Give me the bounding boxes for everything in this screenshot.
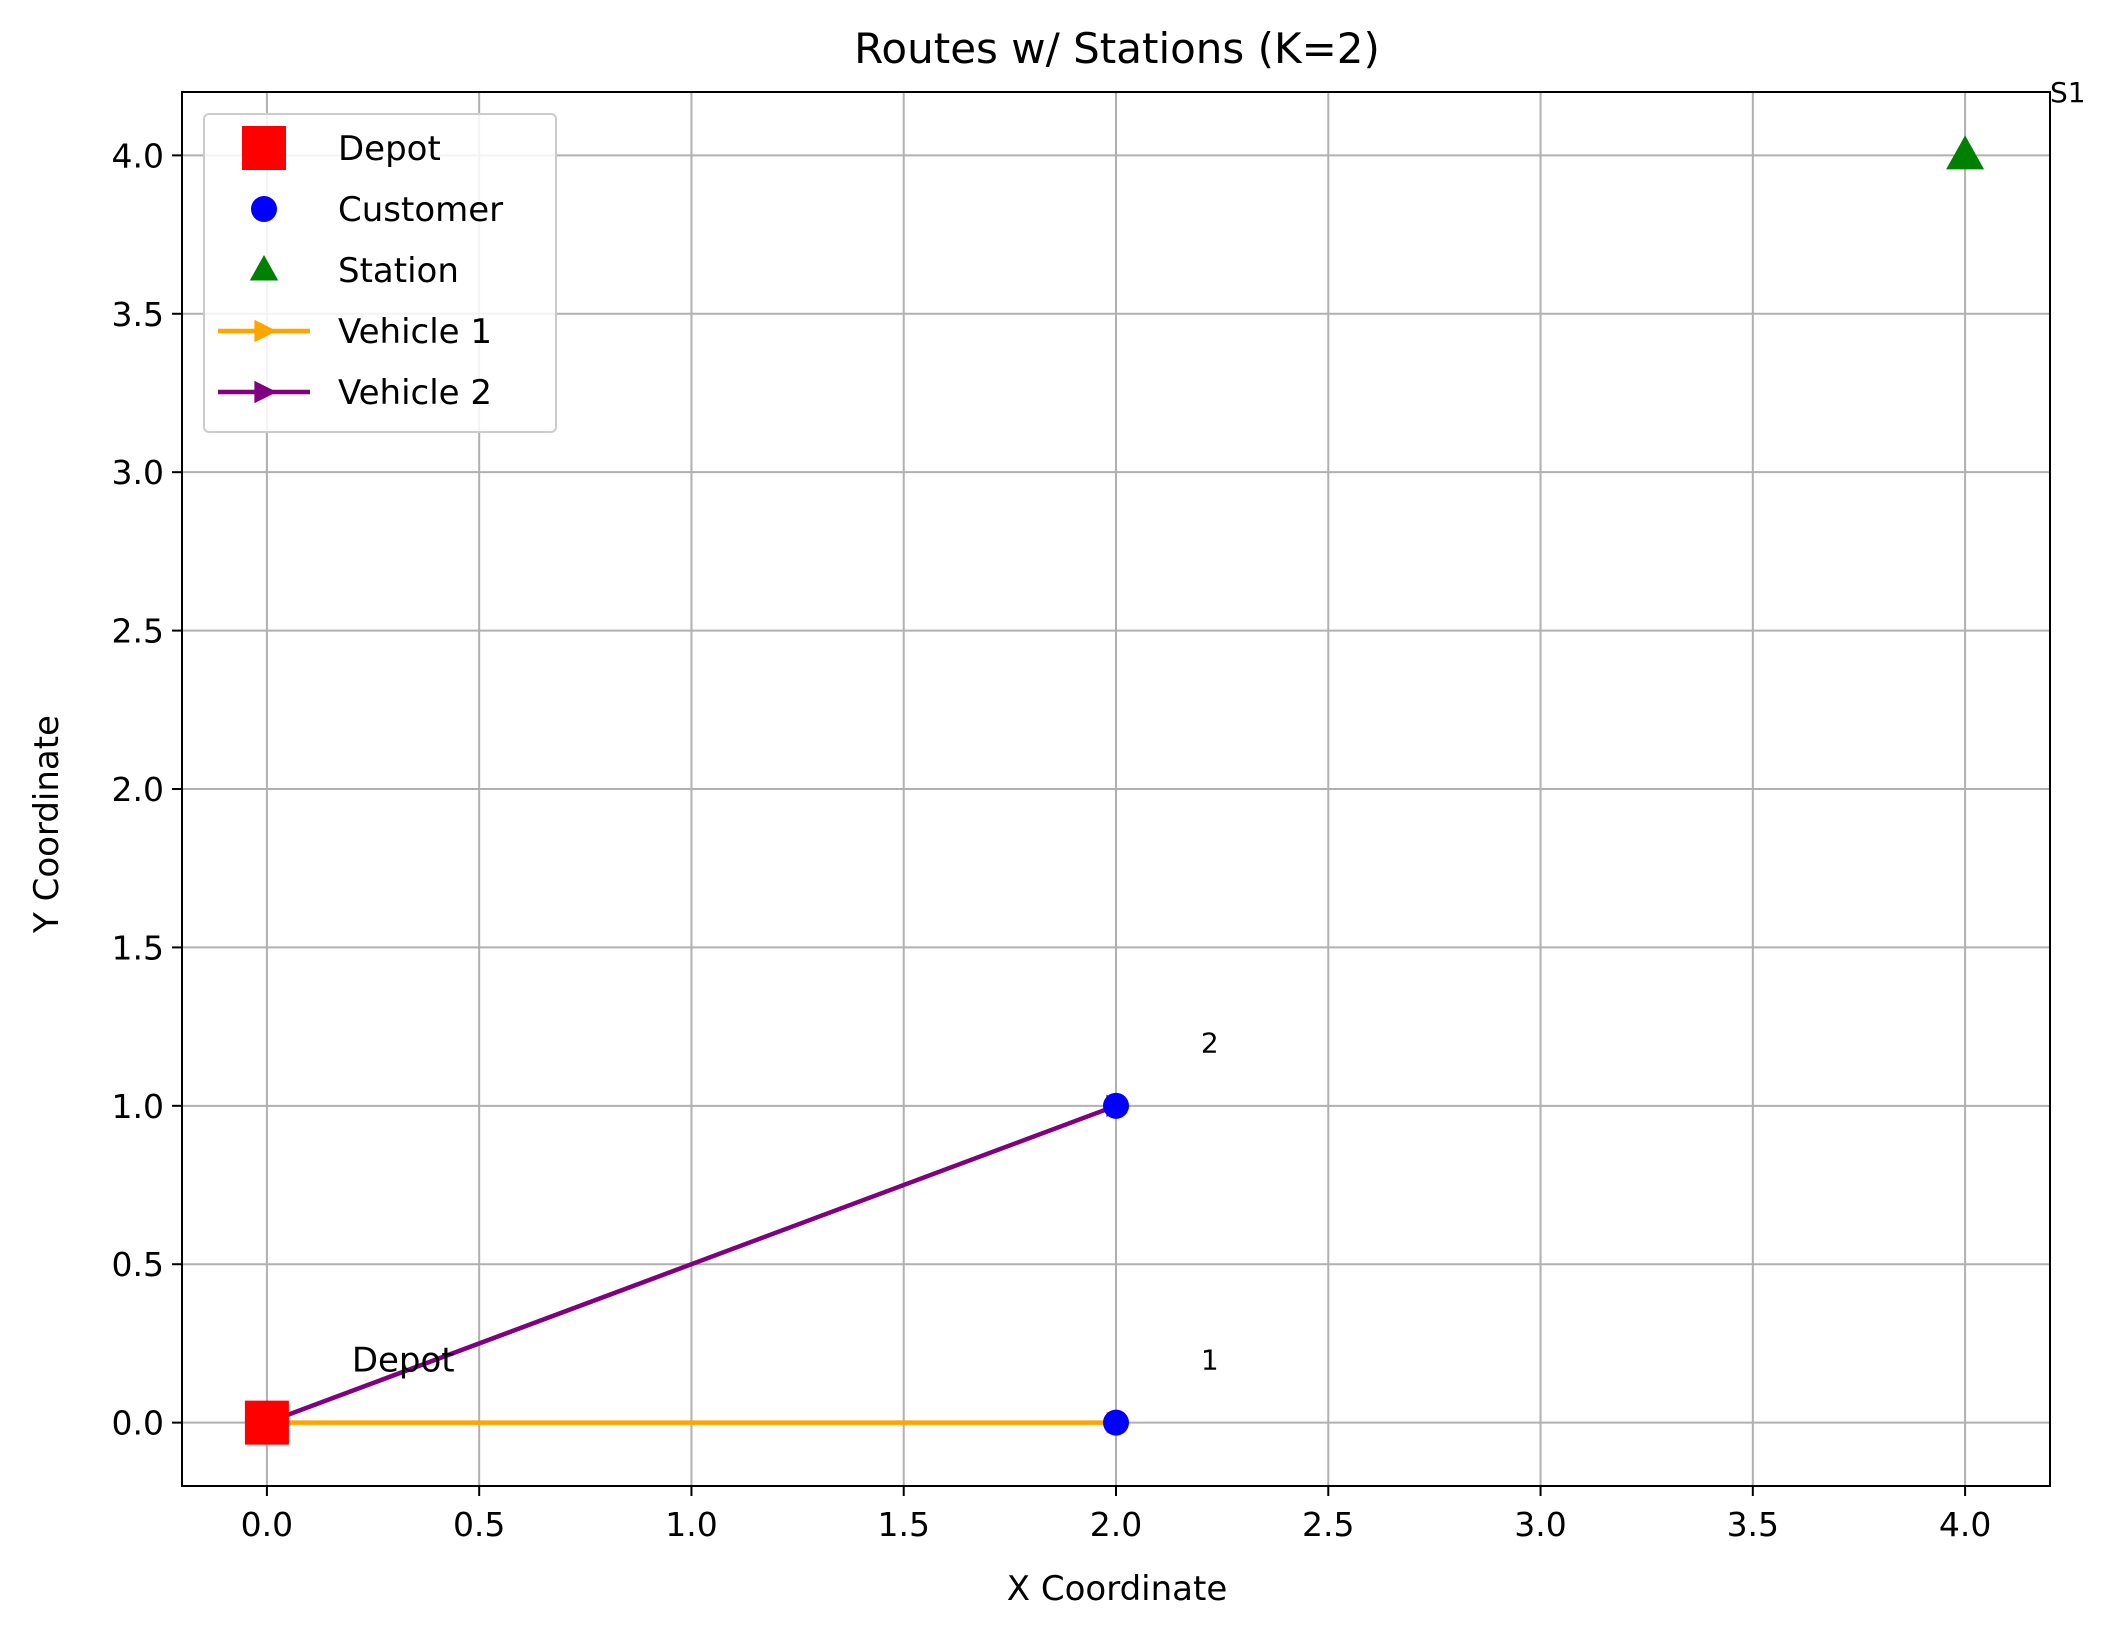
- depot-marker: [244, 1400, 289, 1445]
- legend-label: Vehicle 2: [338, 373, 492, 413]
- x-tick-label: 0.0: [241, 1505, 293, 1544]
- legend-entry-2: Customer: [251, 190, 503, 230]
- legend-entry-5: Vehicle 2: [218, 373, 492, 413]
- customer-annotation-1: 1: [1201, 1343, 1219, 1376]
- x-tick-label: 0.5: [453, 1505, 505, 1544]
- y-tick-label: 3.0: [112, 453, 164, 492]
- customer-marker-2: [1103, 1092, 1129, 1119]
- y-tick-label: 0.0: [112, 1404, 164, 1443]
- chart-title: Routes w/ Stations (K=2): [854, 24, 1380, 73]
- annotations: Depot 1 2 S1: [352, 76, 2086, 1380]
- y-tick-label: 2.5: [112, 612, 164, 651]
- depot-annotation: Depot: [352, 1340, 455, 1380]
- ticks: 0.0 0.5 1.0 1.5 2.0 2.5 3.0 3.5 4.0 0.0 0.5 1.0 1.5 2…: [112, 136, 1992, 1544]
- y-tick-label: 4.0: [112, 136, 164, 175]
- y-tick-label: 2.0: [112, 770, 164, 809]
- y-tick-label: 0.5: [112, 1245, 164, 1284]
- legend-key-circle: [251, 196, 277, 222]
- x-tick-label: 2.0: [1090, 1505, 1142, 1544]
- legend-label: Depot: [338, 129, 441, 169]
- markers: [244, 135, 1985, 1445]
- x-tick-label: 2.5: [1302, 1505, 1354, 1544]
- customer-marker-1: [1103, 1409, 1129, 1436]
- legend: Depot Customer Station Vehicle 1 Vehicle 2: [203, 113, 557, 433]
- legend-entry-3: Station: [249, 251, 459, 291]
- legend-key-triangle: [249, 255, 279, 281]
- station-marker-1: [1946, 135, 1985, 170]
- x-tick-label: 3.0: [1514, 1505, 1566, 1544]
- grid: [182, 92, 2050, 1486]
- y-tick-label: 3.5: [112, 295, 164, 334]
- customer-annotation-2: 2: [1201, 1026, 1219, 1059]
- x-axis-label: X Coordinate: [1007, 1569, 1228, 1609]
- legend-key-square: [242, 126, 286, 170]
- y-axis-label: Y Coordinate: [27, 715, 67, 934]
- x-tick-label: 3.5: [1727, 1505, 1779, 1544]
- legend-entry-4: Vehicle 1: [218, 312, 492, 352]
- y-tick-label: 1.5: [112, 928, 164, 967]
- legend-label: Customer: [338, 190, 503, 230]
- legend-key-arrow: [254, 380, 277, 404]
- legend-key-arrow: [254, 319, 277, 343]
- legend-box: [203, 113, 557, 433]
- station-annotation-1: S1: [2050, 76, 2086, 109]
- legend-entry-1: Depot: [242, 126, 441, 170]
- legend-label: Vehicle 1: [338, 312, 492, 352]
- x-tick-label: 4.0: [1939, 1505, 1991, 1544]
- legend-label: Station: [338, 251, 459, 291]
- y-tick-label: 1.0: [112, 1087, 164, 1126]
- x-tick-label: 1.0: [665, 1505, 717, 1544]
- x-tick-label: 1.5: [877, 1505, 929, 1544]
